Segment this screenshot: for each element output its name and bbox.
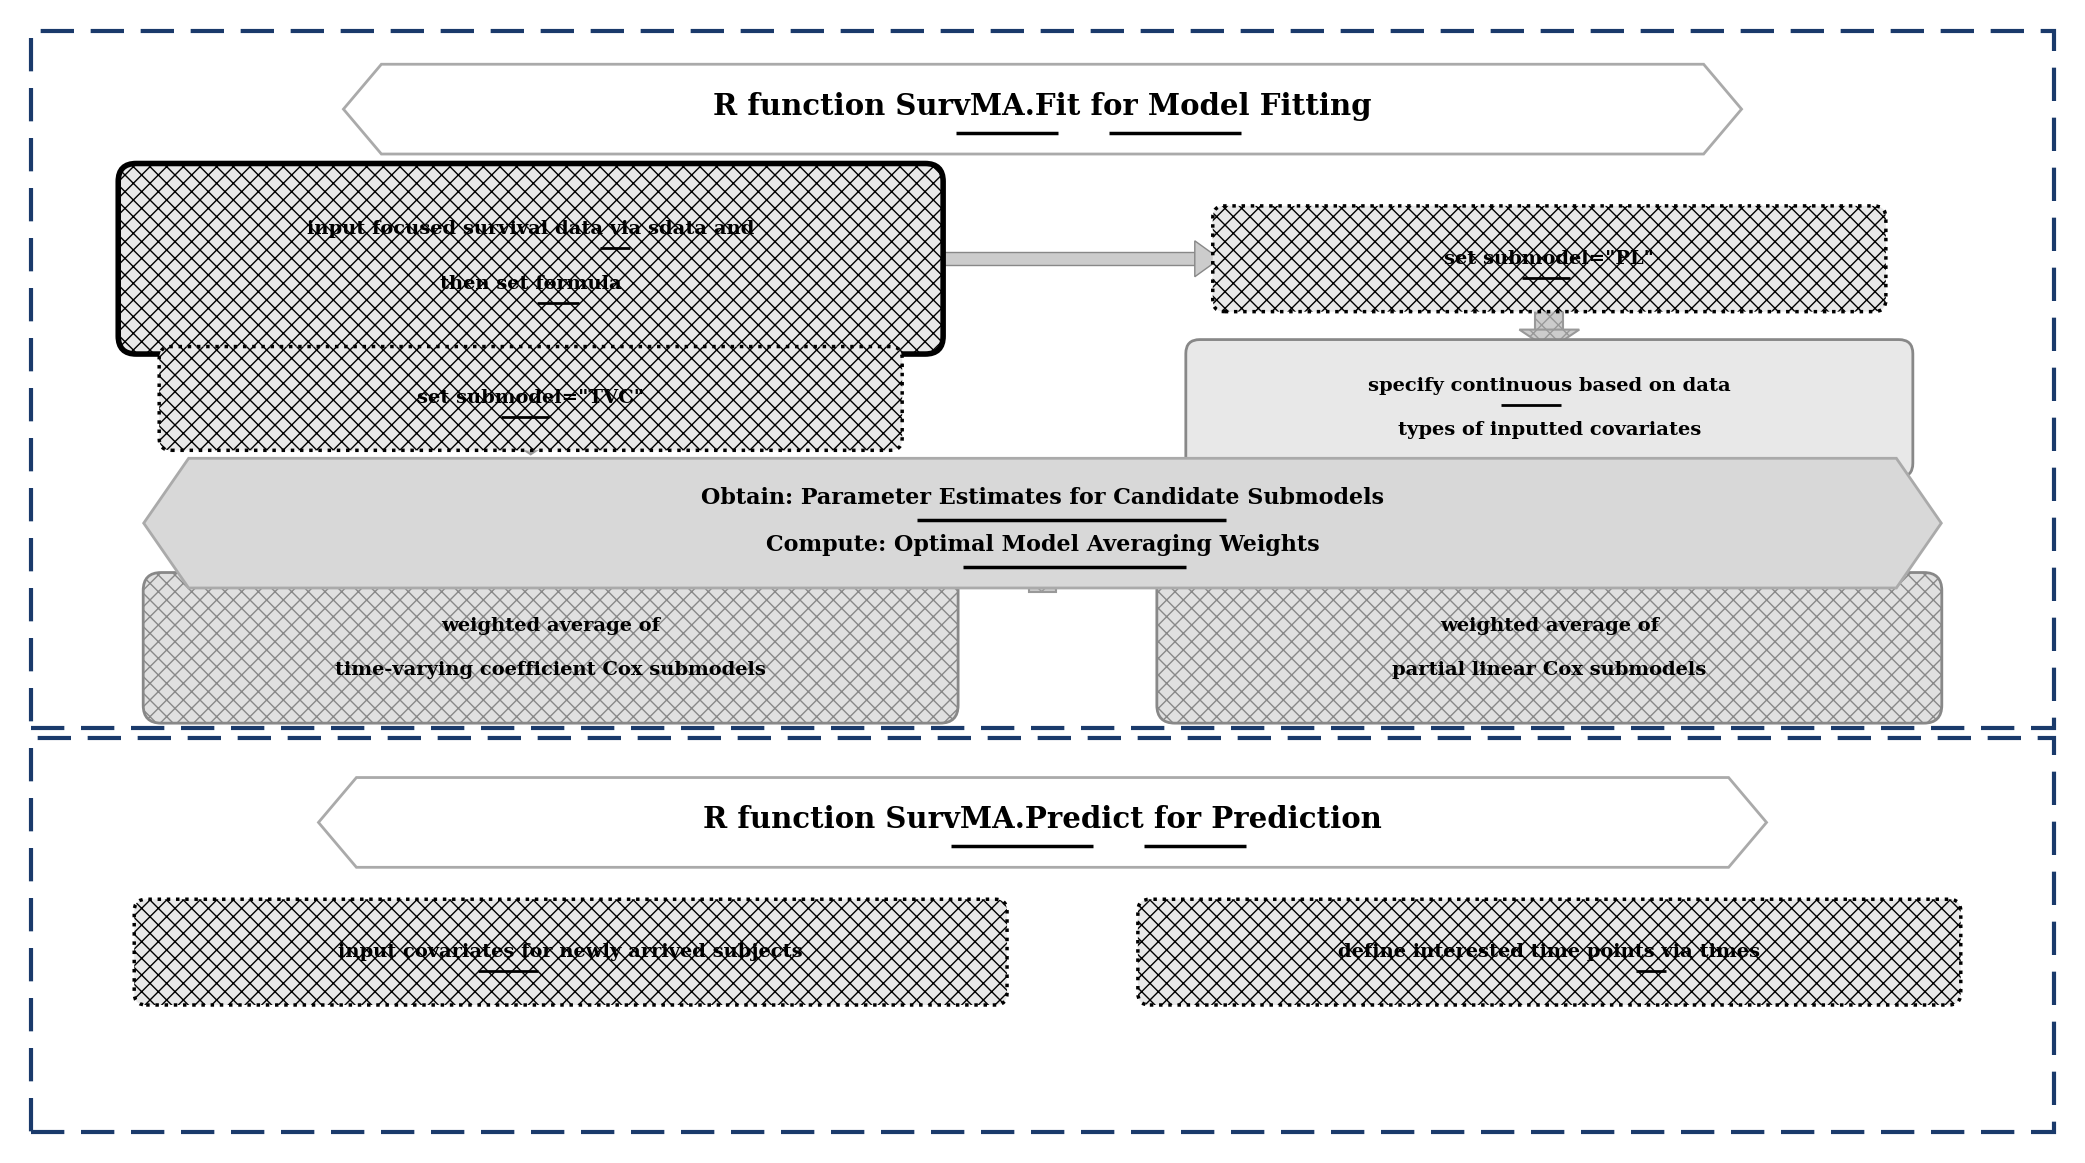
Text: time-varying coefficient Cox submodels: time-varying coefficient Cox submodels <box>336 661 765 679</box>
Polygon shape <box>500 434 561 455</box>
FancyBboxPatch shape <box>119 164 942 354</box>
Polygon shape <box>1520 329 1578 350</box>
Text: Compute: Optimal Model Averaging Weights: Compute: Optimal Model Averaging Weights <box>765 534 1320 556</box>
Polygon shape <box>144 458 1941 588</box>
Text: R function SurvMA.Predict for Prediction: R function SurvMA.Predict for Prediction <box>703 805 1382 834</box>
Polygon shape <box>1535 564 1564 592</box>
Text: types of inputted covariates: types of inputted covariates <box>1397 421 1701 440</box>
FancyBboxPatch shape <box>1157 572 1941 723</box>
FancyBboxPatch shape <box>1138 899 1960 1005</box>
Polygon shape <box>1535 304 1564 329</box>
Text: input covariates for newly arrived subjects: input covariates for newly arrived subje… <box>338 943 803 961</box>
Polygon shape <box>319 778 1766 868</box>
FancyBboxPatch shape <box>144 572 959 723</box>
Text: then set formula: then set formula <box>440 274 621 293</box>
Polygon shape <box>934 252 1195 265</box>
Polygon shape <box>1195 241 1220 277</box>
Polygon shape <box>344 64 1741 154</box>
FancyBboxPatch shape <box>1186 340 1912 477</box>
Text: weighted average of: weighted average of <box>442 616 661 635</box>
Text: Obtain: Parameter Estimates for Candidate Submodels: Obtain: Parameter Estimates for Candidat… <box>701 487 1384 509</box>
Polygon shape <box>521 564 580 586</box>
Text: weighted average of: weighted average of <box>1441 616 1660 635</box>
Text: input focused survival data via sdata and: input focused survival data via sdata an… <box>306 220 755 238</box>
Text: partial linear Cox submodels: partial linear Cox submodels <box>1393 661 1706 679</box>
FancyBboxPatch shape <box>158 347 903 450</box>
Text: R function SurvMA.Fit for Model Fitting: R function SurvMA.Fit for Model Fitting <box>713 92 1372 121</box>
Polygon shape <box>517 335 544 340</box>
Polygon shape <box>517 434 544 442</box>
Polygon shape <box>500 335 561 355</box>
Polygon shape <box>1535 434 1564 468</box>
Polygon shape <box>1520 434 1578 455</box>
FancyBboxPatch shape <box>133 899 1007 1005</box>
Polygon shape <box>1013 564 1072 586</box>
FancyBboxPatch shape <box>1213 206 1885 312</box>
Text: set submodel="TVC": set submodel="TVC" <box>417 390 644 407</box>
Text: define interested time points via times: define interested time points via times <box>1339 943 1760 961</box>
Polygon shape <box>1520 564 1578 586</box>
Text: specify continuous based on data: specify continuous based on data <box>1368 378 1731 395</box>
Polygon shape <box>536 564 565 592</box>
Text: set submodel="PL": set submodel="PL" <box>1445 250 1653 267</box>
Polygon shape <box>1028 564 1057 592</box>
